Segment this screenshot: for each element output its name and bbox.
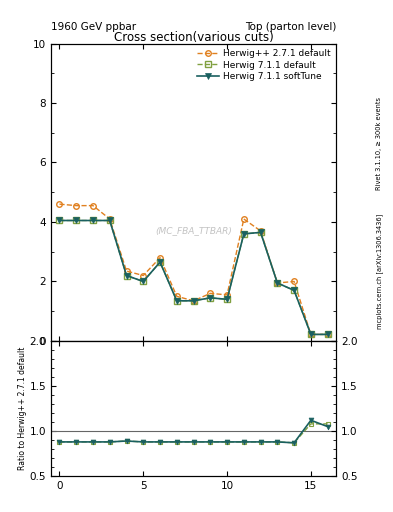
Herwig++ 2.7.1 default bbox=[91, 203, 95, 209]
Herwig 7.1.1 softTune bbox=[191, 298, 196, 304]
Herwig++ 2.7.1 default bbox=[158, 254, 162, 261]
Line: Herwig 7.1.1 softTune: Herwig 7.1.1 softTune bbox=[56, 218, 331, 337]
Text: 1960 GeV ppbar: 1960 GeV ppbar bbox=[51, 22, 136, 32]
Herwig 7.1.1 default bbox=[258, 229, 263, 236]
Herwig 7.1.1 softTune bbox=[225, 296, 230, 303]
Herwig++ 2.7.1 default bbox=[241, 216, 246, 222]
Herwig 7.1.1 default bbox=[107, 218, 112, 224]
Herwig 7.1.1 softTune bbox=[208, 295, 213, 301]
Herwig++ 2.7.1 default bbox=[174, 293, 179, 300]
Herwig 7.1.1 softTune bbox=[275, 280, 280, 286]
Herwig 7.1.1 softTune bbox=[91, 218, 95, 224]
Line: Herwig 7.1.1 default: Herwig 7.1.1 default bbox=[57, 218, 331, 337]
Herwig 7.1.1 softTune bbox=[258, 229, 263, 236]
Herwig++ 2.7.1 default bbox=[74, 203, 79, 209]
Herwig 7.1.1 softTune bbox=[309, 331, 313, 337]
Herwig 7.1.1 default bbox=[241, 231, 246, 237]
Herwig++ 2.7.1 default bbox=[124, 268, 129, 274]
Herwig 7.1.1 default bbox=[275, 280, 280, 286]
Legend: Herwig++ 2.7.1 default, Herwig 7.1.1 default, Herwig 7.1.1 softTune: Herwig++ 2.7.1 default, Herwig 7.1.1 def… bbox=[193, 46, 334, 85]
Herwig 7.1.1 default bbox=[292, 287, 296, 293]
Herwig 7.1.1 default bbox=[325, 331, 330, 337]
Herwig++ 2.7.1 default bbox=[57, 201, 62, 207]
Line: Herwig++ 2.7.1 default: Herwig++ 2.7.1 default bbox=[57, 201, 331, 337]
Herwig 7.1.1 default bbox=[208, 295, 213, 301]
Herwig 7.1.1 softTune bbox=[57, 218, 62, 224]
Herwig 7.1.1 default bbox=[141, 279, 146, 285]
Herwig 7.1.1 softTune bbox=[158, 259, 162, 265]
Herwig++ 2.7.1 default bbox=[141, 272, 146, 279]
Herwig 7.1.1 softTune bbox=[124, 272, 129, 279]
Herwig 7.1.1 default bbox=[225, 296, 230, 303]
Title: Cross section(various cuts): Cross section(various cuts) bbox=[114, 31, 274, 44]
Herwig 7.1.1 default bbox=[309, 331, 313, 337]
Herwig 7.1.1 softTune bbox=[174, 298, 179, 304]
Herwig 7.1.1 default bbox=[74, 218, 79, 224]
Herwig++ 2.7.1 default bbox=[191, 298, 196, 304]
Y-axis label: Ratio to Herwig++ 2.7.1 default: Ratio to Herwig++ 2.7.1 default bbox=[18, 347, 27, 470]
Herwig 7.1.1 softTune bbox=[241, 231, 246, 237]
Herwig 7.1.1 softTune bbox=[74, 218, 79, 224]
Herwig 7.1.1 default bbox=[57, 218, 62, 224]
Herwig 7.1.1 default bbox=[158, 259, 162, 265]
Herwig++ 2.7.1 default bbox=[275, 280, 280, 286]
Text: Top (parton level): Top (parton level) bbox=[244, 22, 336, 32]
Text: Rivet 3.1.10, ≥ 300k events: Rivet 3.1.10, ≥ 300k events bbox=[376, 97, 382, 190]
Text: (MC_FBA_TTBAR): (MC_FBA_TTBAR) bbox=[155, 226, 232, 236]
Herwig 7.1.1 default bbox=[191, 298, 196, 304]
Herwig++ 2.7.1 default bbox=[325, 331, 330, 337]
Text: mcplots.cern.ch [arXiv:1306.3436]: mcplots.cern.ch [arXiv:1306.3436] bbox=[376, 214, 383, 329]
Herwig++ 2.7.1 default bbox=[292, 279, 296, 285]
Herwig++ 2.7.1 default bbox=[107, 216, 112, 222]
Herwig++ 2.7.1 default bbox=[258, 228, 263, 234]
Herwig++ 2.7.1 default bbox=[225, 292, 230, 298]
Herwig 7.1.1 softTune bbox=[292, 287, 296, 293]
Herwig++ 2.7.1 default bbox=[309, 331, 313, 337]
Herwig 7.1.1 softTune bbox=[107, 218, 112, 224]
Herwig 7.1.1 default bbox=[124, 272, 129, 279]
Herwig++ 2.7.1 default bbox=[208, 290, 213, 296]
Herwig 7.1.1 default bbox=[174, 298, 179, 304]
Herwig 7.1.1 default bbox=[91, 218, 95, 224]
Herwig 7.1.1 softTune bbox=[141, 279, 146, 285]
Herwig 7.1.1 softTune bbox=[325, 331, 330, 337]
